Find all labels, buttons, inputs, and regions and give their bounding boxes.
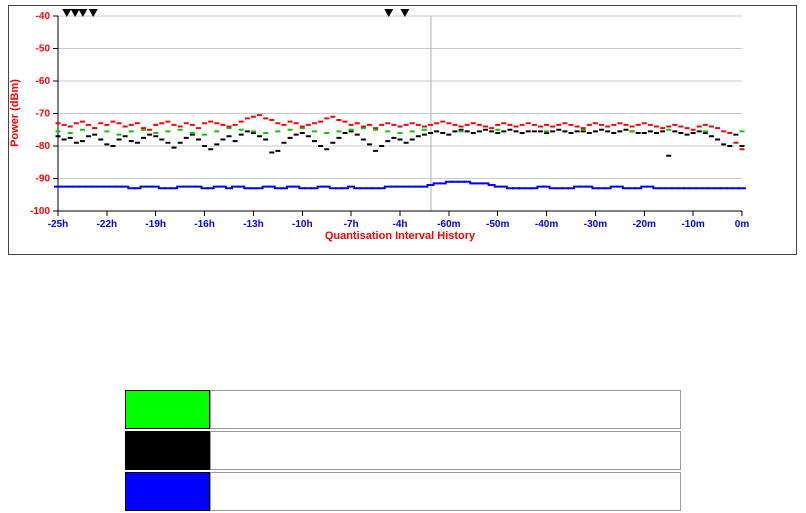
x-tick-label: 0m xyxy=(735,219,750,230)
x-tick-label: -60m xyxy=(437,219,460,230)
series-blue xyxy=(54,180,746,190)
event-marker-triangle-icon xyxy=(78,9,88,17)
x-tick-label: -25h xyxy=(48,219,69,230)
y-tick-label: -70 xyxy=(36,109,51,120)
x-tick-label: -10m xyxy=(681,219,704,230)
y-tick-label: -90 xyxy=(36,174,51,185)
event-marker-triangle-icon xyxy=(400,9,410,17)
gridlines xyxy=(58,15,742,212)
x-tick-label: -20m xyxy=(633,219,656,230)
axes xyxy=(53,15,743,216)
legend-label-green xyxy=(210,390,681,429)
power-history-chart-panel: -40 -50 -60 -70 -80 -90 -100 -25h -22h -19h -16h -1… xyxy=(8,5,797,255)
y-tick-label: -80 xyxy=(36,141,51,152)
x-tick-label: -4h xyxy=(393,219,408,230)
x-tick-label: -16h xyxy=(194,219,215,230)
legend-label-black xyxy=(210,431,681,470)
legend-table xyxy=(125,390,681,513)
series-black xyxy=(55,128,745,157)
event-marker-triangle-icon xyxy=(88,9,98,17)
x-tick-label: -30m xyxy=(584,219,607,230)
event-marker-triangle-icon xyxy=(62,9,72,17)
event-marker-triangle-icon xyxy=(384,9,394,17)
legend-label-blue xyxy=(210,472,681,511)
legend-row-green xyxy=(125,390,681,429)
y-axis-title: Power (dBm) xyxy=(9,79,21,147)
x-tick-label: -19h xyxy=(145,219,166,230)
legend-row-blue xyxy=(125,472,681,511)
series-green xyxy=(55,127,745,136)
legend-swatch-blue xyxy=(125,472,210,511)
x-tick-label: -10h xyxy=(292,219,313,230)
y-tick-label: -40 xyxy=(36,11,51,22)
series-red xyxy=(55,114,745,151)
legend-row-black xyxy=(125,431,681,470)
event-marker-triangle-icon xyxy=(70,9,80,17)
x-tick-label: -50m xyxy=(486,219,509,230)
x-tick-label: -22h xyxy=(97,219,118,230)
y-tick-label: -50 xyxy=(36,44,51,55)
y-tick-label: -100 xyxy=(30,206,50,217)
legend-swatch-green xyxy=(125,390,210,429)
chart-canvas: -40 -50 -60 -70 -80 -90 -100 -25h -22h -19h -16h -1… xyxy=(30,9,750,230)
x-tick-label: -7h xyxy=(344,219,359,230)
x-tick-label: -13h xyxy=(243,219,264,230)
x-tick-label: -40m xyxy=(535,219,558,230)
legend-swatch-black xyxy=(125,431,210,470)
y-tick-label: -60 xyxy=(36,76,51,87)
x-axis-title: Quantisation Interval History xyxy=(324,230,476,242)
